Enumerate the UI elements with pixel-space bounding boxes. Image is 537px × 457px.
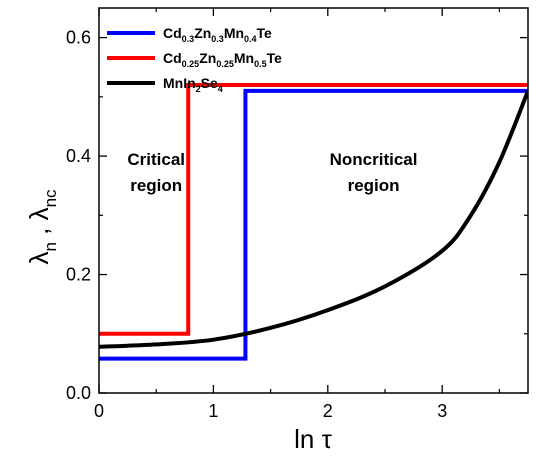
y-tick-label: 0.6: [66, 28, 91, 48]
y-axis-title-part: , λ: [24, 207, 54, 242]
y-axis-title-sub: nc: [41, 189, 60, 207]
series-line-2: [99, 90, 528, 349]
y-axis-title-part: λ: [24, 252, 54, 265]
x-axis-title: ln τ: [294, 424, 332, 454]
series-line-1: [99, 83, 528, 336]
x-tick-label: 2: [323, 401, 333, 421]
y-tick-label: 0.4: [66, 146, 91, 166]
y-tick-label: 0.2: [66, 265, 91, 285]
legend-label-1: Cd0.25Zn0.25Mn0.5Te: [163, 50, 282, 69]
y-axis-title: λn , λnc: [24, 189, 60, 265]
svg-text:λn , λnc: λn , λnc: [24, 189, 60, 265]
x-tick-label: 0: [94, 401, 104, 421]
annotations: Critical region Noncritical region: [127, 150, 417, 195]
series-line-0: [99, 88, 528, 361]
x-tick-label: 1: [208, 401, 218, 421]
annotation-0: Critical region: [127, 150, 185, 195]
tick-labels: 0 1 2 3 0.0 0.2 0.4 0.6: [66, 28, 447, 421]
annotation-1: Noncritical region: [330, 150, 418, 195]
series-lines: [99, 83, 528, 361]
legend: Cd0.3Zn0.3Mn0.4Te Cd0.25Zn0.25Mn0.5Te MnIn…: [107, 25, 282, 94]
y-axis-title-sub: n: [41, 242, 60, 251]
legend-label-0: Cd0.3Zn0.3Mn0.4Te: [163, 25, 272, 44]
x-tick-label: 3: [437, 401, 447, 421]
plot-frame: [98, 7, 529, 394]
y-tick-label: 0.0: [66, 383, 91, 403]
legend-label-2: MnIn2Se4: [163, 75, 223, 94]
